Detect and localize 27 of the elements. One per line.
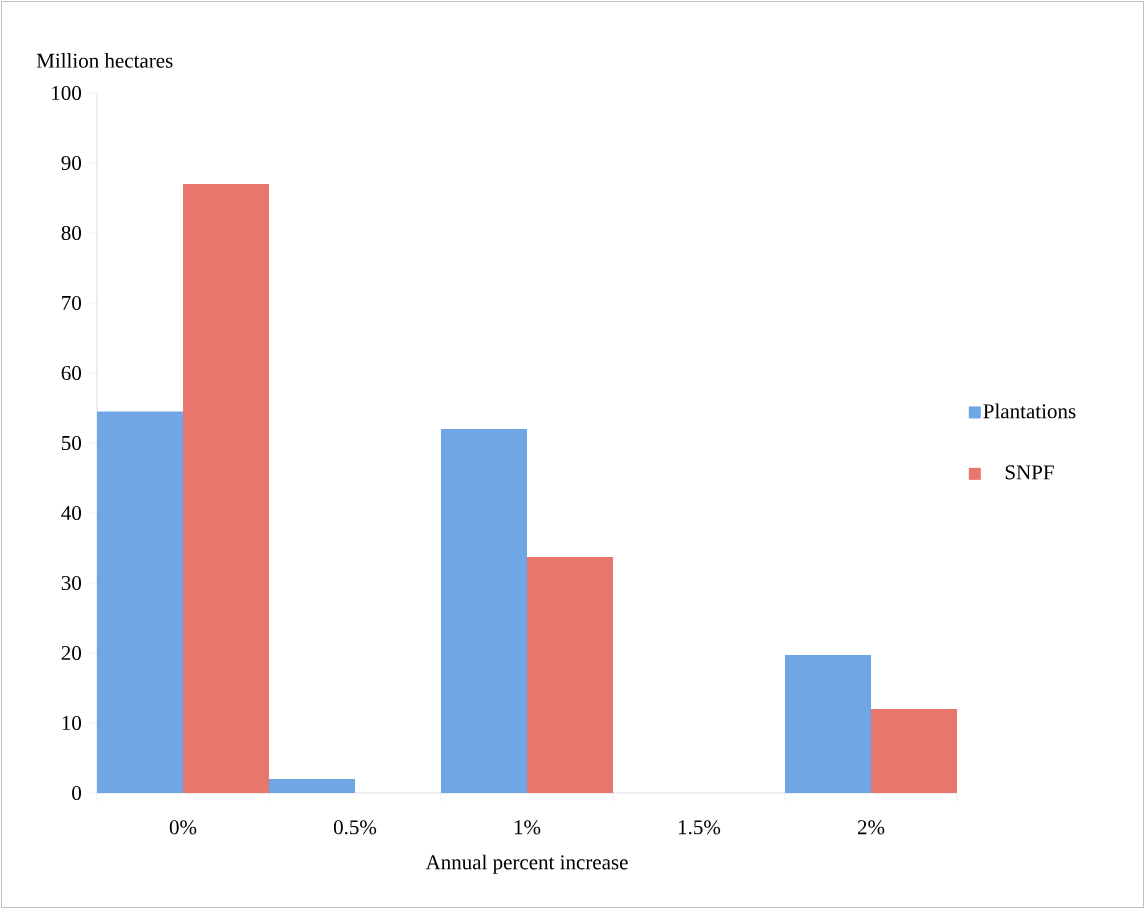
y-tick-label: 40 bbox=[61, 505, 82, 521]
y-tick-label: 90 bbox=[61, 155, 82, 171]
legend-label: SNPF bbox=[1005, 465, 1054, 480]
bar bbox=[441, 428, 528, 793]
bar bbox=[871, 708, 957, 793]
bar bbox=[527, 557, 613, 793]
bar bbox=[97, 411, 184, 793]
y-tick-label: 10 bbox=[62, 715, 82, 731]
y-tick-label: 30 bbox=[61, 575, 82, 591]
y-tick-label: 50 bbox=[62, 435, 82, 451]
legend-label: Plantations bbox=[983, 403, 1076, 419]
x-tick-label: 0.5% bbox=[333, 820, 377, 835]
bar bbox=[269, 778, 356, 793]
y-tick-label: 20 bbox=[61, 645, 82, 661]
y-tick-label: 80 bbox=[61, 225, 82, 241]
y-tick-label: 70 bbox=[62, 295, 82, 311]
y-tick-label: 0 bbox=[72, 785, 82, 801]
x-axis-title: Annual percent increase bbox=[425, 854, 628, 874]
y-axis-title: Million hectares bbox=[36, 53, 173, 68]
x-tick-label: 1% bbox=[514, 820, 541, 835]
x-tick-label: 1.5% bbox=[678, 820, 721, 835]
y-tick-label: 100 bbox=[52, 85, 82, 101]
bar bbox=[183, 183, 270, 793]
x-tick-label: 0% bbox=[169, 820, 197, 835]
bar bbox=[785, 655, 871, 793]
x-tick-label: 2% bbox=[857, 820, 885, 835]
y-tick-label: 60 bbox=[61, 365, 82, 381]
